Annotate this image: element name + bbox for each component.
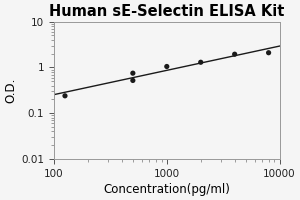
X-axis label: Concentration(pg/ml): Concentration(pg/ml) xyxy=(103,183,230,196)
Point xyxy=(266,51,271,54)
Y-axis label: O.D.: O.D. xyxy=(4,78,17,103)
Point xyxy=(198,61,203,64)
Point xyxy=(63,94,68,97)
Point xyxy=(164,65,169,68)
Point xyxy=(130,72,135,75)
Title: Human sE-Selectin ELISA Kit: Human sE-Selectin ELISA Kit xyxy=(49,4,284,19)
Point xyxy=(232,53,237,56)
Point xyxy=(130,79,135,82)
